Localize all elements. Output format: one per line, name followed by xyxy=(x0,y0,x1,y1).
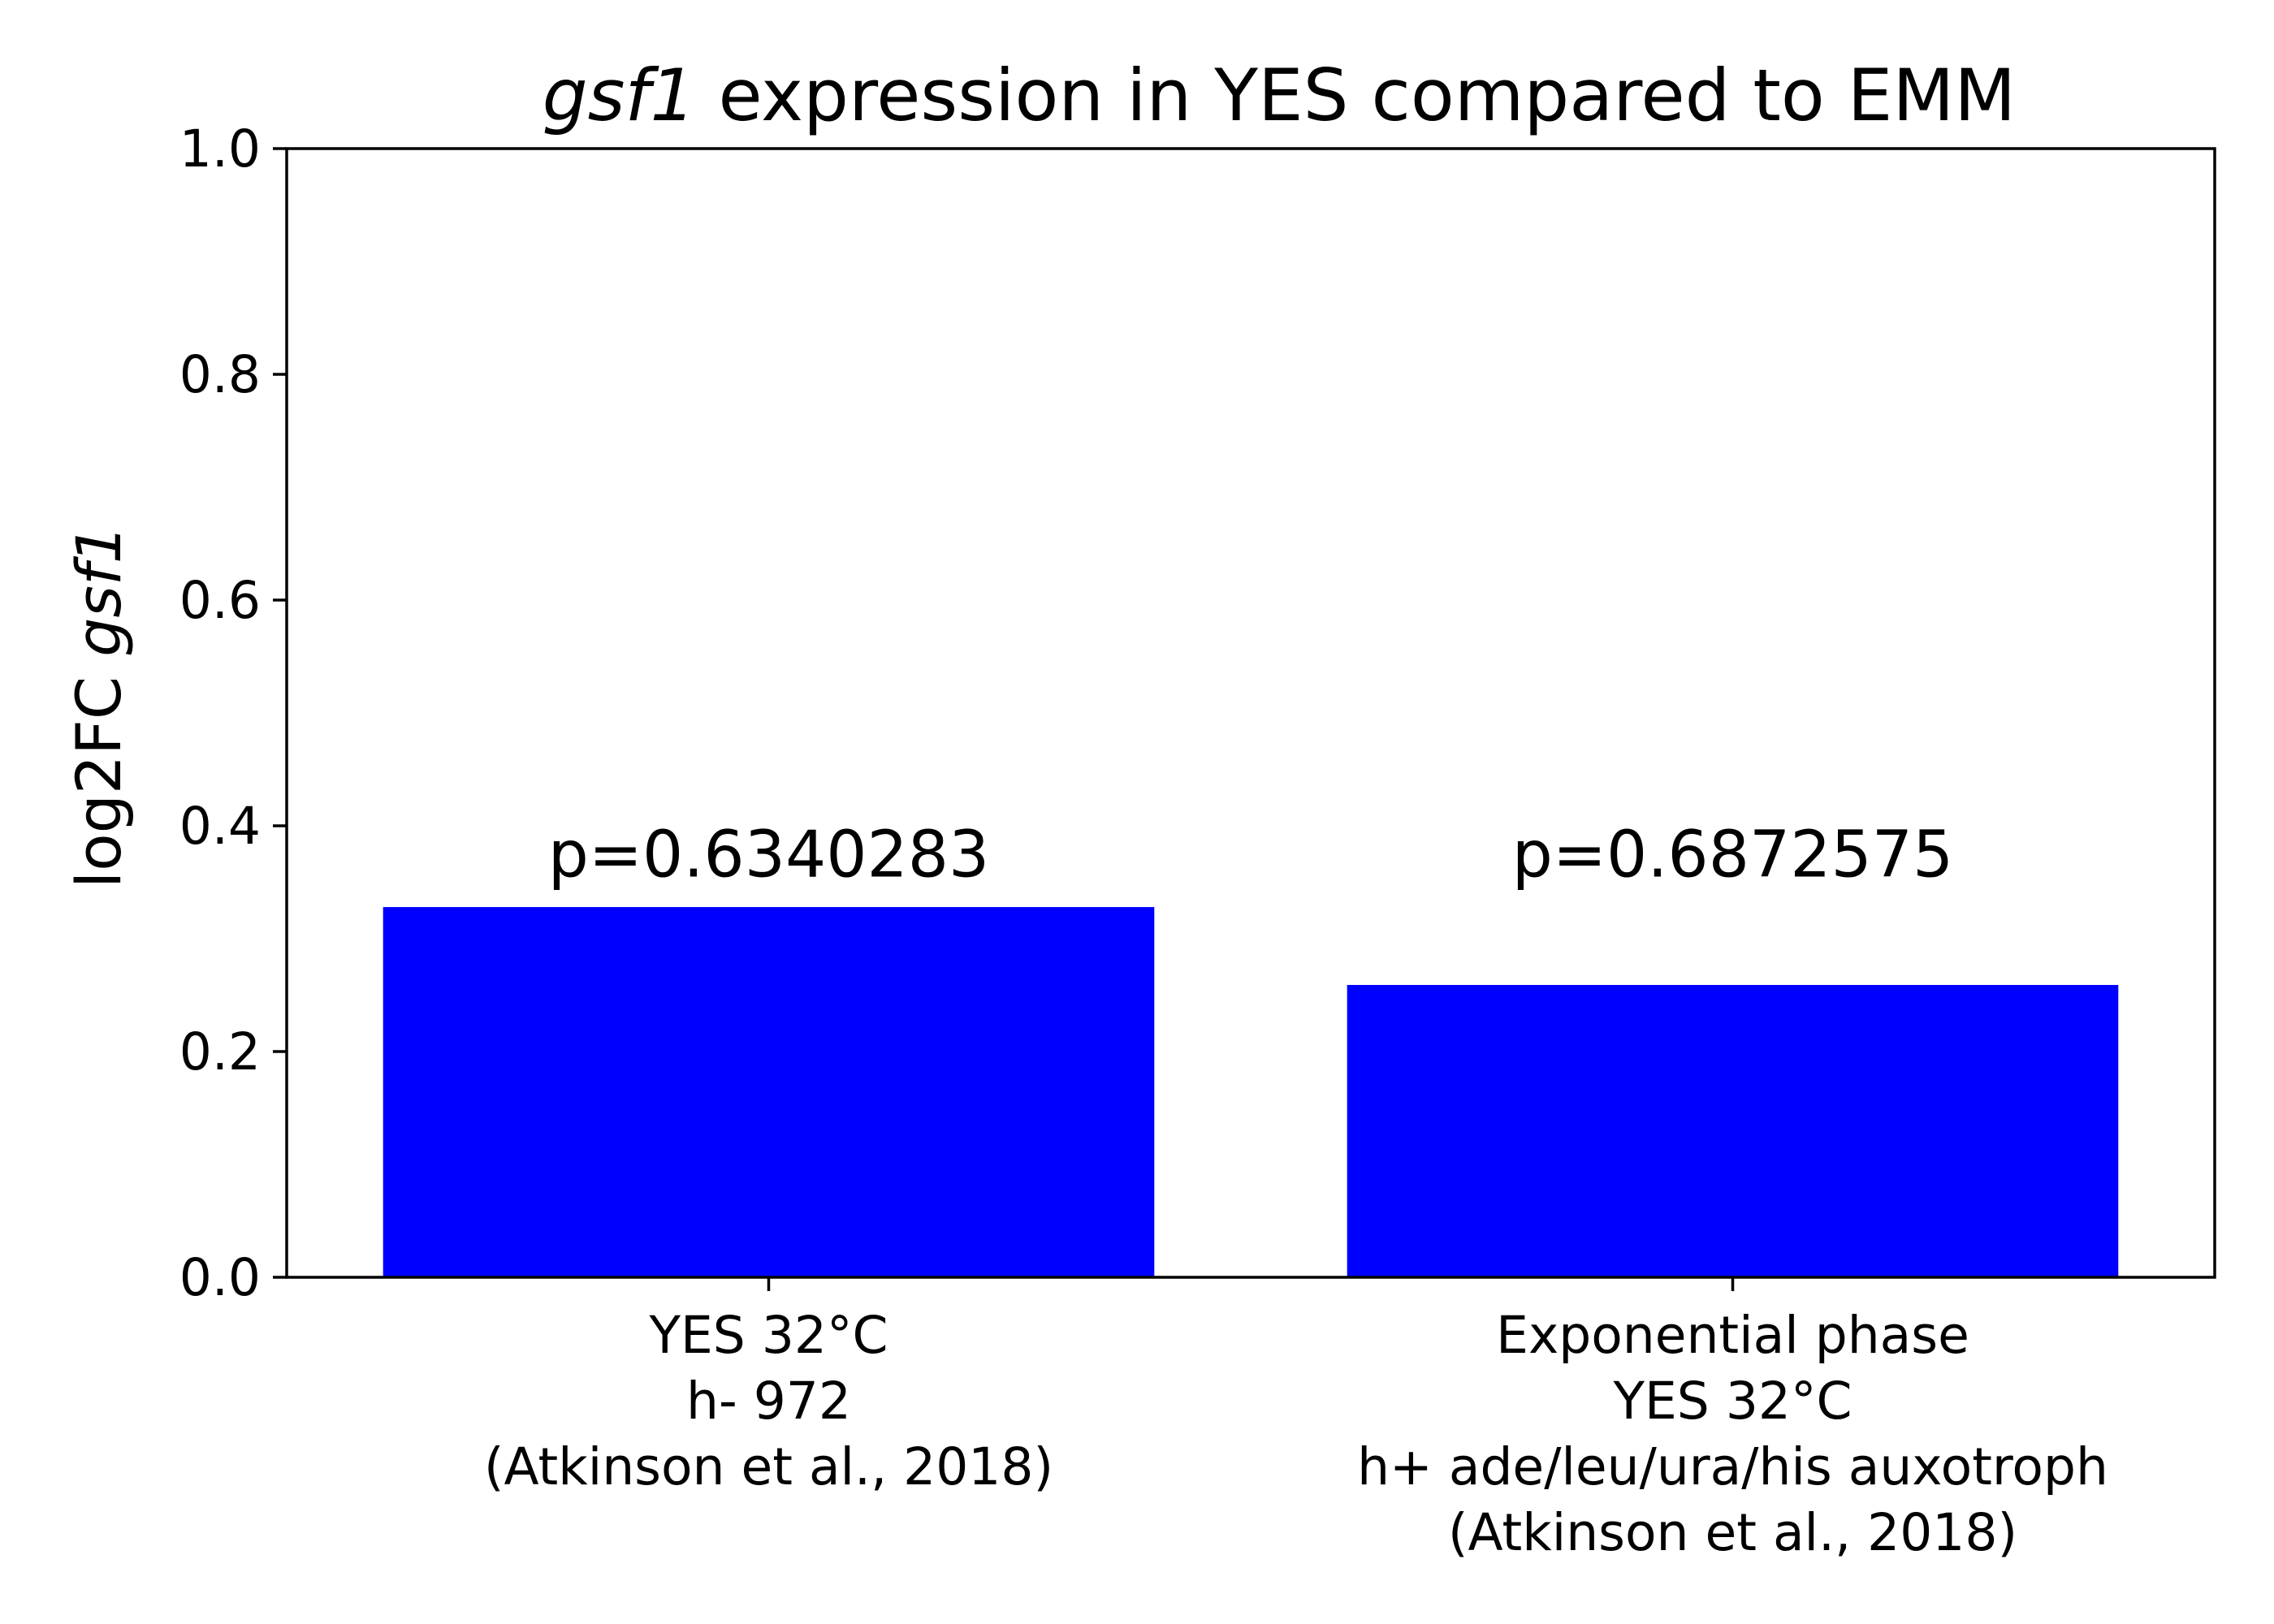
x-category-label-2: Exponential phase YES 32°C h+ ade/leu/ura/… xyxy=(1357,1306,2108,1562)
y-tick-label-5: 1.0 xyxy=(179,119,261,179)
y-tick-label-2: 0.4 xyxy=(179,797,261,856)
x-category-label-1-line-3: (Atkinson et al., 2018) xyxy=(484,1437,1053,1497)
chart-title-gene: gsf1 xyxy=(543,54,696,137)
x-category-label-1-line-2: h- 972 xyxy=(686,1371,851,1431)
bar-1 xyxy=(383,907,1155,1277)
x-category-label-2-line-2: YES 32°C xyxy=(1613,1371,1852,1431)
p-value-annotations: p=0.6340283 p=0.6872575 xyxy=(548,818,1954,892)
x-category-label-1-line-1: YES 32°C xyxy=(649,1306,888,1365)
x-category-label-2-line-1: Exponential phase xyxy=(1496,1306,1969,1365)
y-axis-label-text: log2FC xyxy=(63,657,135,888)
p-value-label-2: p=0.6872575 xyxy=(1512,818,1954,892)
p-value-label-1: p=0.6340283 xyxy=(548,818,990,892)
y-tick-label-1: 0.2 xyxy=(179,1022,261,1082)
y-tick-label-0: 0.0 xyxy=(179,1248,261,1307)
y-tick-label-4: 0.8 xyxy=(179,345,261,404)
y-axis-label: log2FC gsf1 xyxy=(63,525,135,888)
bar-2 xyxy=(1347,985,2119,1277)
bars-group xyxy=(383,907,2119,1277)
x-category-label-2-line-4: (Atkinson et al., 2018) xyxy=(1448,1503,2017,1562)
y-axis: 0.0 0.2 0.4 0.6 0.8 1.0 xyxy=(179,119,287,1307)
y-axis-label-gene: gsf1 xyxy=(63,525,135,657)
chart-title-text: expression in YES compared to EMM xyxy=(695,54,2016,137)
x-category-label-1: YES 32°C h- 972 (Atkinson et al., 2018) xyxy=(484,1306,1053,1497)
chart-title: gsf1 expression in YES compared to EMM xyxy=(543,54,2016,137)
y-tick-label-3: 0.6 xyxy=(179,571,261,630)
x-axis: YES 32°C h- 972 (Atkinson et al., 2018)Exp… xyxy=(484,1277,2108,1562)
x-category-label-2-line-3: h+ ade/leu/ura/his auxotroph xyxy=(1357,1437,2108,1497)
